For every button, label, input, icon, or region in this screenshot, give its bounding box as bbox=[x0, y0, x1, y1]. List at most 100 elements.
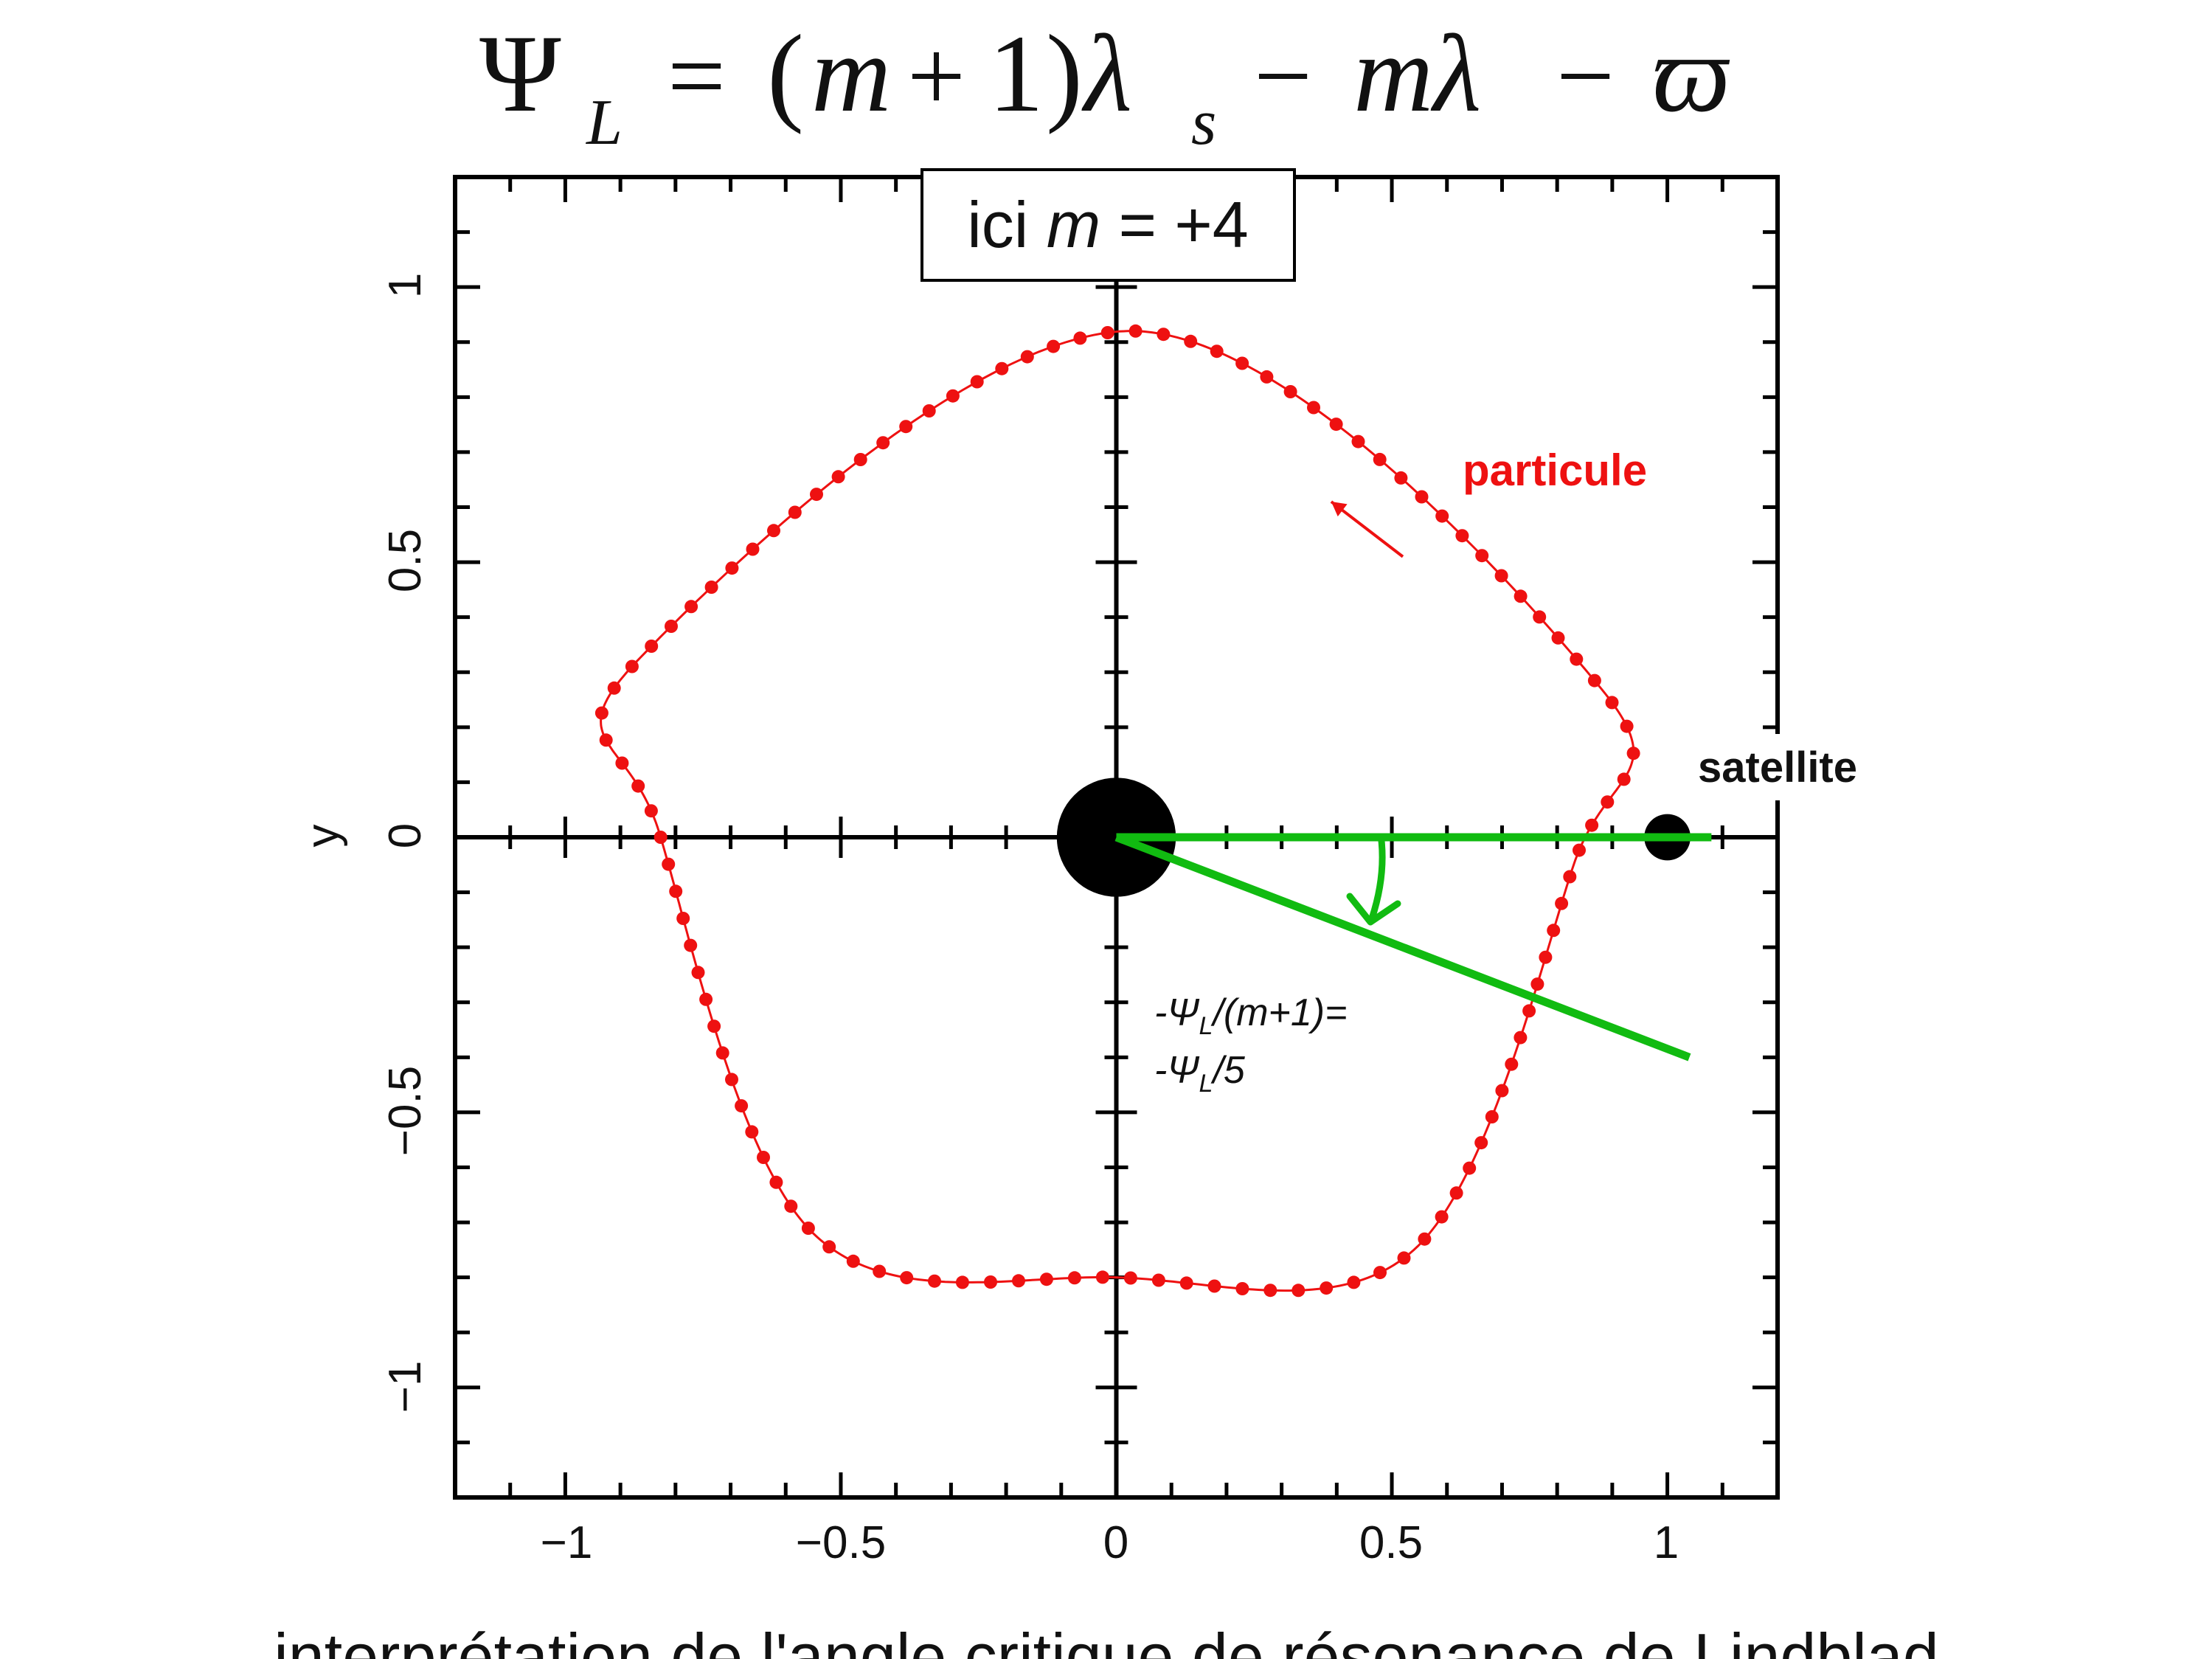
orbit-point bbox=[1620, 719, 1634, 733]
y-tick-label-m1: −1 bbox=[380, 1361, 431, 1413]
x-tick-label-0: 0 bbox=[1103, 1517, 1128, 1568]
orbit-point bbox=[1605, 696, 1619, 710]
angle-annotation: -ΨL/(m+1)= -ΨL/5 bbox=[1154, 991, 1348, 1098]
orbit-point bbox=[1394, 471, 1408, 485]
orbit-point bbox=[1095, 1270, 1109, 1284]
formula-minus-2: − bbox=[1556, 19, 1615, 134]
orbit-point bbox=[1179, 1276, 1193, 1290]
particle-motion-arrow bbox=[1330, 500, 1404, 558]
y-axis-label: y bbox=[297, 825, 348, 848]
orbit-point bbox=[922, 404, 936, 418]
orbit-point bbox=[831, 470, 845, 484]
formula-paren-open: ( bbox=[767, 13, 804, 135]
formula-psi: Ψ bbox=[479, 13, 561, 135]
orbit-point bbox=[1263, 1284, 1277, 1298]
orbit-point bbox=[1514, 589, 1528, 603]
formula-one: 1 bbox=[988, 13, 1044, 135]
formula-plus: + bbox=[907, 19, 965, 134]
formula-lambda-sub: s bbox=[1191, 87, 1216, 159]
x-tick-label-m05: −0.5 bbox=[796, 1517, 886, 1568]
orbit-point bbox=[955, 1275, 969, 1289]
orbit-point bbox=[653, 831, 668, 844]
y-tick-label-1: 1 bbox=[380, 273, 431, 298]
formula-m: m bbox=[811, 13, 891, 135]
x-tick-label-1: 1 bbox=[1654, 1517, 1679, 1568]
formula-paren-close: ) bbox=[1046, 13, 1083, 135]
orbit-point bbox=[1123, 1271, 1137, 1285]
m-badge-var: m bbox=[1047, 188, 1100, 261]
angle-line bbox=[1114, 833, 1691, 1061]
orbit-point bbox=[984, 1275, 997, 1289]
orbit-point bbox=[873, 1264, 887, 1278]
x-tick-label-05: 0.5 bbox=[1359, 1517, 1423, 1568]
formula-varpi: ϖ bbox=[1652, 13, 1730, 135]
orbit-point bbox=[928, 1274, 941, 1288]
orbit-point bbox=[810, 488, 823, 502]
orbit-point bbox=[1320, 1281, 1334, 1295]
orbit-point bbox=[1373, 1266, 1387, 1280]
x-tick-label-m1: −1 bbox=[541, 1517, 593, 1568]
m-badge-suffix: = +4 bbox=[1119, 188, 1249, 261]
y-tick-labels: −1 −0.5 0 0.5 1 bbox=[380, 273, 431, 1413]
orbit-point bbox=[691, 966, 705, 980]
m-badge-text: ici m = +4 bbox=[967, 188, 1249, 261]
orbit-point bbox=[1522, 1004, 1536, 1018]
orbit-point bbox=[788, 505, 802, 519]
orbit-point bbox=[970, 375, 984, 389]
particle-label: particule bbox=[1463, 446, 1647, 495]
satellite-label-bg bbox=[1689, 734, 1881, 800]
orbit-point bbox=[1373, 452, 1387, 466]
orbit-point bbox=[1351, 434, 1365, 448]
orbit-point bbox=[1100, 326, 1114, 339]
y-tick-label-0: 0 bbox=[380, 823, 431, 848]
m-badge: ici m = +4 bbox=[920, 168, 1296, 282]
x-tick-labels: −1 −0.5 0 0.5 1 bbox=[541, 1517, 1679, 1568]
orbit-point bbox=[1449, 1186, 1463, 1200]
orbit-point bbox=[1260, 370, 1274, 384]
orbit-point bbox=[615, 756, 629, 770]
orbit-point bbox=[715, 1046, 729, 1060]
orbit-point bbox=[644, 804, 658, 818]
orbit-point bbox=[1533, 610, 1547, 624]
formula-equals: = bbox=[668, 19, 726, 134]
orbit-point bbox=[784, 1199, 798, 1213]
orbit-point bbox=[1505, 1057, 1519, 1071]
orbit-point bbox=[607, 681, 621, 695]
orbit-point bbox=[1474, 1136, 1488, 1150]
orbit-point bbox=[1435, 1210, 1449, 1224]
orbit-point bbox=[1184, 334, 1198, 348]
orbit-point bbox=[704, 581, 718, 594]
orbit-point bbox=[1418, 1232, 1432, 1246]
orbit-point bbox=[1455, 529, 1469, 543]
orbit-point bbox=[1207, 1279, 1221, 1293]
orbit-point bbox=[699, 992, 713, 1006]
angle-annotation-line-1: -ΨL/(m+1)= bbox=[1154, 991, 1348, 1040]
orbit-point bbox=[900, 1271, 914, 1285]
orbit-point bbox=[735, 1099, 749, 1113]
orbit-point bbox=[946, 389, 960, 403]
orbit-point bbox=[769, 1175, 783, 1189]
formula-title: Ψ L = ( m + 1 ) λ s − mλ − ϖ bbox=[479, 13, 1730, 159]
orbit-point bbox=[594, 706, 609, 720]
orbit-point bbox=[822, 1240, 836, 1254]
orbit-point bbox=[1539, 950, 1553, 964]
orbit-point bbox=[1347, 1275, 1361, 1289]
orbit-point bbox=[1563, 870, 1577, 884]
orbit-point bbox=[1573, 843, 1586, 857]
angle-annotation-line-2: -ΨL/5 bbox=[1154, 1049, 1246, 1098]
orbit-point bbox=[1555, 896, 1569, 910]
orbit-point bbox=[707, 1019, 721, 1033]
orbit-point bbox=[757, 1151, 770, 1164]
orbit-point bbox=[1307, 401, 1320, 415]
y-tick-label-05: 0.5 bbox=[380, 529, 431, 592]
orbit-point bbox=[1329, 418, 1343, 432]
orbit-point bbox=[1210, 344, 1224, 359]
orbit-point bbox=[1475, 549, 1489, 563]
orbit-point bbox=[846, 1254, 860, 1268]
orbit-point bbox=[725, 1073, 738, 1087]
orbit-point bbox=[1157, 328, 1171, 342]
orbit-point bbox=[665, 620, 678, 633]
orbit-point bbox=[1292, 1284, 1306, 1298]
orbit-point bbox=[1151, 1273, 1165, 1287]
orbit-point bbox=[1485, 1110, 1499, 1123]
